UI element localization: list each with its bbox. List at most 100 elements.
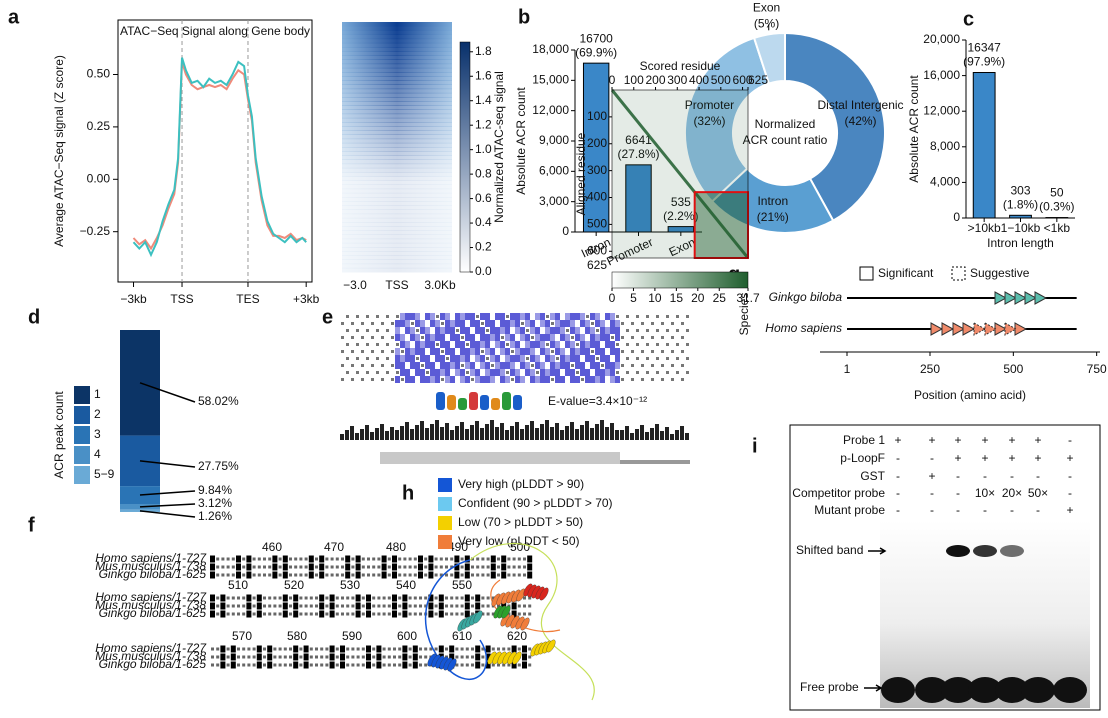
alignment-cell (626, 329, 629, 332)
alignment-cell (500, 376, 505, 383)
alignment-cell (500, 313, 505, 320)
alignment-cell (460, 348, 465, 355)
alignment-cell (405, 313, 410, 320)
residue-mark (361, 557, 365, 561)
residue-mark (325, 573, 329, 577)
residue-box (381, 563, 387, 571)
heatmap-row (342, 63, 452, 69)
alignment-cell (435, 334, 440, 341)
y-tick-label: 12,000 (532, 103, 569, 117)
alignment-cell (420, 348, 425, 355)
y-tick-label: 625 (587, 258, 607, 272)
x-tick-label: 600 (733, 73, 753, 87)
residue-mark (325, 612, 329, 616)
alignment-cell (686, 371, 689, 374)
heatmap-row (342, 213, 452, 219)
alignment-cell (550, 334, 555, 341)
alignment-cell (361, 378, 364, 381)
residue-mark (231, 557, 235, 561)
alignment-cell (410, 327, 415, 334)
residue-mark (523, 596, 526, 600)
residue-mark (356, 647, 360, 651)
alignment-cell (396, 343, 399, 346)
residue-mark (523, 573, 526, 577)
alignment-cell (376, 371, 379, 374)
residue-mark (408, 565, 412, 569)
alignment-cell (395, 362, 400, 369)
residue-box (485, 653, 491, 661)
alignment-cell (450, 327, 455, 334)
alignment-cell (490, 327, 495, 334)
alignment-cell (615, 334, 620, 341)
conservation-bar (610, 423, 614, 440)
lane-sign: - (930, 486, 934, 500)
legend-swatch (438, 478, 452, 492)
residue-mark (372, 596, 376, 600)
alignment-cell (686, 343, 689, 346)
colorbar-tick-label: 31.7 (736, 291, 760, 305)
heatmap-row (342, 109, 452, 115)
residue-mark (226, 565, 230, 569)
conservation-bar (655, 424, 659, 440)
alignment-cell (590, 313, 595, 320)
alignment-cell (651, 378, 654, 381)
residue-mark (273, 604, 277, 608)
residue-box (412, 645, 418, 653)
colorbar-tick-label: 0.2 (475, 240, 492, 254)
motif-evalue: E-value=3.4×10⁻¹² (548, 394, 647, 408)
alignment-cell (661, 350, 664, 353)
residue-mark (413, 565, 417, 569)
x-tick-label: >10kb (968, 221, 1001, 235)
residue-mark (481, 655, 485, 659)
conservation-bar (390, 427, 394, 440)
alignment-cell (410, 355, 415, 362)
colorbar-tick-label: 0.6 (475, 191, 492, 205)
conservation-bar (590, 428, 594, 440)
residue-mark (497, 565, 500, 569)
alignment-cell (560, 320, 565, 327)
x-tick-label: <1kb (1044, 221, 1071, 235)
residue-mark (460, 573, 464, 577)
residue-mark (455, 663, 459, 667)
alignment-cell (415, 369, 420, 376)
alignment-cell (450, 376, 455, 383)
alignment-cell (441, 350, 444, 353)
alignment-cell (410, 313, 415, 320)
residue-box (402, 645, 408, 653)
alignment-cell (641, 350, 644, 353)
alignment-cell (515, 355, 520, 362)
residue-box (246, 594, 252, 602)
track-label: Ginkgo biloba (769, 290, 843, 304)
lane-sign: - (1068, 486, 1072, 500)
alignment-cell (421, 364, 424, 367)
residue-box (527, 555, 533, 563)
residue-mark (252, 663, 256, 667)
residue-mark (283, 663, 287, 667)
conservation-bar (465, 429, 469, 440)
residue-mark (320, 663, 324, 667)
colorbar-label: Normalized ATAC-seq signal (492, 71, 506, 223)
residue-mark (226, 604, 230, 608)
free-probe-band (995, 677, 1029, 703)
residue-mark (242, 573, 246, 577)
residue-box (282, 571, 288, 579)
residue-mark (289, 573, 292, 577)
alignment-cell (566, 329, 569, 332)
position-label: 570 (232, 629, 252, 643)
residue-mark (278, 604, 282, 608)
residue-mark (517, 647, 521, 651)
residue-mark (221, 565, 225, 569)
conservation-bar (645, 432, 649, 440)
shifted-band (973, 545, 997, 557)
alignment-cell (445, 362, 450, 369)
residue-box (256, 661, 262, 669)
conservation-bar (550, 427, 554, 440)
conservation-bar (650, 428, 654, 440)
alignment-cell (676, 357, 679, 360)
conservation-bar (475, 421, 479, 440)
residue-box (376, 661, 382, 669)
residue-mark (523, 557, 526, 561)
coil (469, 542, 595, 701)
alignment-cell (425, 327, 430, 334)
residue-mark (372, 655, 376, 659)
